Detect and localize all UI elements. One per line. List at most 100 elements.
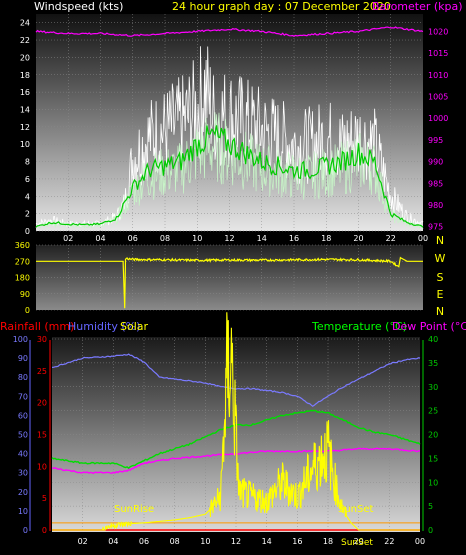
temp-x-tick-label: 20	[354, 537, 364, 546]
rain-y-tick-label: 30	[37, 335, 47, 344]
wind-x-tick-label: 12	[224, 234, 234, 243]
rain-y-tick-label: 0	[42, 526, 47, 535]
sunrise-label: SunRise	[114, 504, 154, 515]
temp-x-tick-label: 14	[262, 537, 272, 546]
direction-y-tick-label: 0	[25, 306, 30, 315]
solar-line	[52, 312, 420, 531]
wind-x-tick-label: 22	[386, 234, 396, 243]
humidity-y-tick-label: 60	[18, 411, 28, 420]
humidity-y-tick-label: 80	[18, 373, 28, 382]
wind-y-tick-label: 8	[25, 158, 30, 167]
barometer-y-tick-label: 1015	[428, 49, 448, 58]
barometer-y-tick-label: 985	[428, 179, 443, 188]
humidity-line	[51, 353, 421, 408]
wind-x-tick-label: 00	[418, 234, 428, 243]
barometer-axis-title: Barometer (kpa)	[372, 0, 463, 13]
barometer-y-tick-label: 1010	[428, 71, 448, 80]
humidity-axis-title: Humidity (%)	[68, 320, 140, 333]
humidity-y-tick-label: 90	[18, 354, 28, 363]
temp-x-tick-label: 10	[200, 537, 210, 546]
wind-x-tick-label: 08	[160, 234, 170, 243]
solar-axis-title: Solar	[120, 320, 149, 333]
barometer-y-tick-label: 1000	[428, 114, 448, 123]
temp-x-tick-label: 18	[323, 537, 333, 546]
barometer-line	[35, 26, 424, 37]
humidity-y-tick-label: 70	[18, 392, 28, 401]
temp-x-tick-label: 16	[292, 537, 302, 546]
windspeed-axis-title: Windspeed (kts)	[34, 0, 123, 13]
wind-x-tick-label: 16	[289, 234, 299, 243]
wind-average-line	[35, 125, 424, 228]
temperature-line	[51, 409, 421, 470]
temp-x-tick-label: 02	[78, 537, 88, 546]
wind-y-tick-label: 12	[20, 123, 30, 132]
wind-y-tick-label: 0	[25, 227, 30, 236]
wind-y-tick-label: 20	[20, 53, 30, 62]
compass-label: E	[437, 288, 444, 301]
wind-direction-line	[36, 256, 423, 309]
temp-x-tick-label: 04	[108, 537, 118, 546]
humidity-y-tick-label: 100	[13, 335, 28, 344]
compass-label: W	[435, 252, 446, 265]
wind-x-tick-label: 18	[321, 234, 331, 243]
wind-x-tick-label: 04	[95, 234, 105, 243]
wind-y-tick-label: 24	[20, 19, 30, 28]
wind-y-tick-label: 14	[20, 105, 30, 114]
wind-y-tick-label: 6	[25, 175, 30, 184]
rainfall-axis-title: Rainfall (mm)	[0, 320, 74, 333]
temperature-axis-title: Temperature (°C)	[311, 320, 407, 333]
barometer-y-tick-label: 995	[428, 136, 443, 145]
rain-y-tick-label: 5	[42, 494, 47, 503]
humidity-y-tick-label: 40	[18, 450, 28, 459]
direction-y-tick-label: 180	[15, 274, 30, 283]
humidity-y-tick-label: 10	[18, 507, 28, 516]
graph-title: 24 hour graph day : 07 December 2020	[172, 0, 391, 13]
rain-y-tick-label: 20	[37, 399, 47, 408]
barometer-y-tick-label: 980	[428, 201, 443, 210]
temperature-panel: 0 10 20 30 40 50 60 70 80 90 100 0 5 10 15 20 25 30 0 5 10…	[13, 312, 438, 548]
temperature-y-tick-label: 5	[428, 502, 433, 511]
dewpoint-line	[51, 447, 421, 475]
compass-label: N	[436, 305, 444, 318]
humidity-y-tick-label: 30	[18, 469, 28, 478]
temperature-y-tick-label: 15	[428, 454, 438, 463]
temp-x-tick-label: 06	[139, 537, 149, 546]
barometer-y-tick-label: 975	[428, 223, 443, 232]
temperature-y-tick-label: 0	[428, 526, 433, 535]
temp-x-tick-label: 08	[170, 537, 180, 546]
temp-x-tick-label: 00	[415, 537, 425, 546]
wind-x-tick-label: 20	[353, 234, 363, 243]
wind-y-tick-label: 2	[25, 210, 30, 219]
wind-y-tick-label: 16	[20, 88, 30, 97]
direction-y-tick-label: 90	[20, 290, 30, 299]
compass-label: S	[437, 271, 444, 284]
rain-y-tick-label: 15	[37, 431, 47, 440]
wind-y-tick-label: 18	[20, 71, 30, 80]
barometer-y-tick-label: 1020	[428, 27, 448, 36]
wind-y-tick-label: 4	[25, 192, 30, 201]
direction-y-tick-label: 360	[15, 241, 30, 250]
rain-y-tick-label: 10	[37, 462, 47, 471]
temperature-y-tick-label: 30	[428, 383, 438, 392]
temperature-y-tick-label: 20	[428, 431, 438, 440]
wind-x-tick-label: 10	[192, 234, 202, 243]
temperature-y-tick-label: 25	[428, 407, 438, 416]
sunset-bottom-label: SunSet	[341, 538, 373, 548]
wind-x-tick-label: 06	[128, 234, 138, 243]
humidity-y-tick-label: 20	[18, 488, 28, 497]
wind-y-tick-label: 22	[20, 36, 30, 45]
wind-x-tick-label: 02	[63, 234, 73, 243]
humidity-y-tick-label: 0	[23, 526, 28, 535]
temperature-y-tick-label: 10	[428, 478, 438, 487]
temperature-y-tick-label: 40	[428, 335, 438, 344]
compass-label: N	[436, 234, 444, 247]
direction-y-tick-label: 270	[15, 257, 30, 266]
barometer-y-tick-label: 1005	[428, 92, 448, 101]
rain-y-tick-label: 25	[37, 367, 47, 376]
wind-y-tick-label: 10	[20, 140, 30, 149]
dewpoint-axis-title: Dew Point (°C)	[392, 320, 466, 333]
sunset-label: SunSet	[338, 504, 374, 515]
temp-x-tick-label: 22	[384, 537, 394, 546]
